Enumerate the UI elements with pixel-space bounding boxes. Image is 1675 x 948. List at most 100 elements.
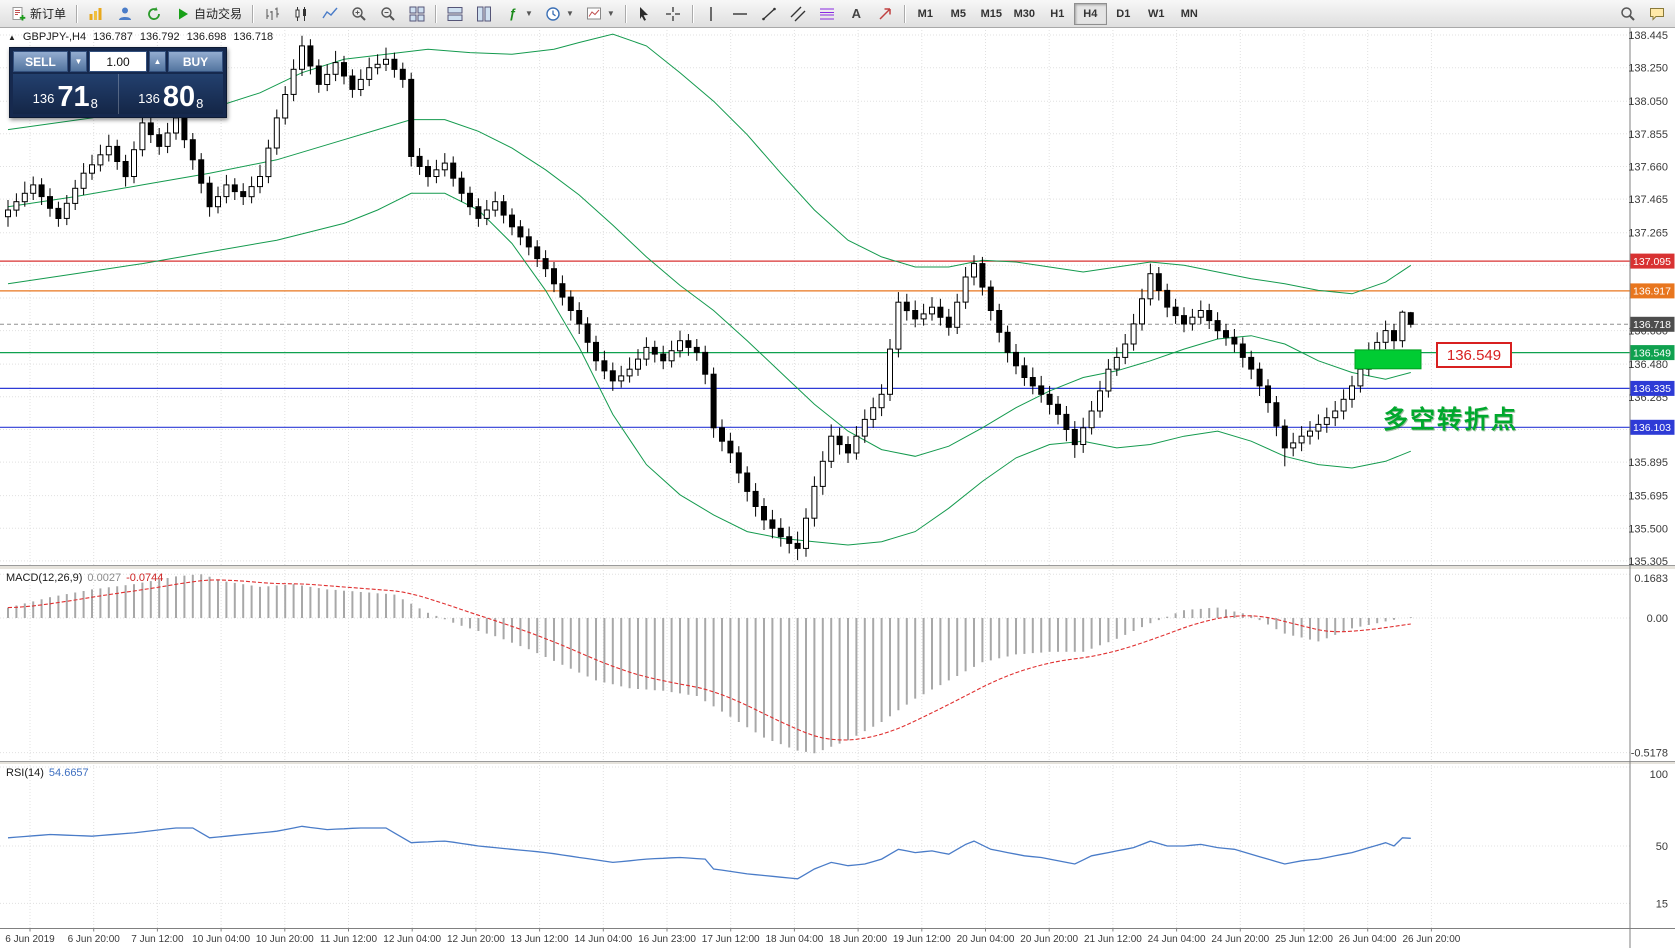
svg-text:135.500: 135.500: [1628, 523, 1668, 535]
zoom-in-icon: [350, 5, 367, 22]
rsi-name: RSI(14): [6, 767, 44, 779]
svg-text:20 Jun 20:00: 20 Jun 20:00: [1020, 934, 1078, 945]
sell-price-pips: 71: [57, 81, 90, 114]
turning-point-zone[interactable]: [1354, 349, 1422, 370]
candle-chart-button[interactable]: [287, 2, 314, 26]
candlestick-series: [5, 35, 1414, 561]
horizontal-line-tool-button[interactable]: [727, 2, 754, 26]
symbol-info: ▲ GBPJPY-,H4 136.787 136.792 136.698 136…: [8, 31, 273, 43]
tab-timeframe-mn[interactable]: MN: [1180, 7, 1198, 20]
buy-price-display[interactable]: 136 80 8: [117, 74, 224, 114]
autotrade-play-icon: [174, 5, 191, 22]
macd-pane: [7, 574, 1412, 754]
annotations[interactable]: [1354, 349, 1422, 370]
volume-input[interactable]: 1.00: [89, 51, 147, 72]
svg-text:6 Jun 2019: 6 Jun 2019: [5, 934, 55, 945]
tab-timeframe-d1[interactable]: D1: [1116, 7, 1131, 20]
refresh-button[interactable]: [140, 2, 167, 26]
ohlc-open: 136.787: [93, 31, 133, 43]
tab-timeframe-h1[interactable]: H1: [1050, 7, 1065, 20]
arrange-vertical-button[interactable]: [470, 2, 497, 26]
svg-text:12 Jun 04:00: 12 Jun 04:00: [383, 934, 441, 945]
svg-text:137.095: 137.095: [1633, 256, 1671, 268]
svg-text:13 Jun 12:00: 13 Jun 12:00: [511, 934, 569, 945]
chat-button[interactable]: [1643, 2, 1670, 26]
bar-chart-button[interactable]: [258, 2, 285, 26]
tab-timeframe-m30[interactable]: M30: [1013, 7, 1035, 20]
fibonacci-tool-button[interactable]: [814, 2, 841, 26]
zoom-in-button[interactable]: [345, 2, 372, 26]
svg-text:18 Jun 04:00: 18 Jun 04:00: [765, 934, 823, 945]
svg-text:7 Jun 12:00: 7 Jun 12:00: [131, 934, 184, 945]
new-chart-button[interactable]: [82, 2, 109, 26]
symbol-title: GBPJPY-,H4: [22, 31, 87, 43]
svg-text:136.549: 136.549: [1633, 347, 1671, 359]
arrange-horizontal-button[interactable]: [441, 2, 468, 26]
channel-icon: [790, 5, 807, 22]
ohlc-high: 136.792: [139, 31, 180, 43]
tab-timeframe-m1[interactable]: M1: [917, 7, 933, 20]
svg-text:50: 50: [1656, 841, 1668, 853]
search-button[interactable]: [1614, 2, 1641, 26]
tile-windows-button[interactable]: [403, 2, 430, 26]
arrow-icon: [877, 5, 894, 22]
crosshair-tool-button[interactable]: [660, 2, 687, 26]
svg-text:12 Jun 20:00: 12 Jun 20:00: [447, 934, 505, 945]
svg-text:26 Jun 20:00: 26 Jun 20:00: [1402, 934, 1460, 945]
indicators-button[interactable]: ƒ ▼: [499, 2, 538, 26]
svg-text:15: 15: [1656, 898, 1668, 910]
sell-button[interactable]: SELL: [13, 51, 68, 72]
arrange-vertical-icon: [475, 5, 492, 22]
text-icon: A: [851, 6, 861, 21]
new-order-button[interactable]: 新订单: [5, 2, 71, 26]
trendline-tool-button[interactable]: [756, 2, 783, 26]
line-chart-button[interactable]: [316, 2, 343, 26]
refresh-icon: [145, 5, 162, 22]
text-tool-button[interactable]: A: [843, 2, 870, 26]
candle-chart-icon: [292, 5, 309, 22]
svg-text:137.465: 137.465: [1628, 194, 1668, 206]
profile-icon: [116, 5, 133, 22]
vertical-line-tool-button[interactable]: [698, 2, 725, 26]
turning-point-label[interactable]: 多空转折点: [1383, 406, 1519, 434]
channel-tool-button[interactable]: [785, 2, 812, 26]
templates-button[interactable]: ▼: [581, 2, 620, 26]
line-chart-icon: [321, 5, 338, 22]
svg-text:137.265: 137.265: [1628, 228, 1668, 240]
tab-timeframe-m5[interactable]: M5: [950, 7, 966, 20]
cursor-tool-button[interactable]: [631, 2, 658, 26]
volume-step-up-button[interactable]: ▲: [149, 51, 166, 72]
price-axis[interactable]: 138.445 138.250 138.050 137.855 137.660 137.4…: [1628, 27, 1675, 948]
time-axis[interactable]: 6 Jun 2019 6 Jun 20:00 7 Jun 12:00 10 Jun 0…: [0, 928, 1675, 945]
sell-price-display[interactable]: 136 71 8: [13, 74, 118, 114]
cursor-icon: [636, 5, 653, 22]
new-order-icon: [10, 5, 27, 22]
svg-text:24 Jun 04:00: 24 Jun 04:00: [1148, 934, 1206, 945]
svg-text:21 Jun 12:00: 21 Jun 12:00: [1084, 934, 1142, 945]
indicators-icon: ƒ: [508, 6, 517, 21]
arrows-tool-button[interactable]: [872, 2, 899, 26]
zoom-out-button[interactable]: [374, 2, 401, 26]
rsi-pane: [7, 825, 1411, 880]
svg-text:138.250: 138.250: [1628, 63, 1668, 75]
svg-text:137.855: 137.855: [1628, 129, 1668, 141]
chart-grid: [0, 27, 1630, 928]
one-click-trade-panel: SELL ▼ 1.00 ▲ BUY 136 71 8 136 80 8: [9, 47, 227, 118]
svg-text:-0.5178: -0.5178: [1631, 748, 1668, 760]
tab-timeframe-w1[interactable]: W1: [1148, 7, 1165, 20]
new-chart-icon: [87, 5, 104, 22]
volume-dropdown-button[interactable]: ▼: [70, 51, 87, 72]
tab-timeframe-h4[interactable]: H4: [1073, 2, 1107, 25]
support-price-callout[interactable]: 136.549: [1436, 342, 1512, 368]
tab-timeframe-m15[interactable]: M15: [980, 7, 1002, 20]
search-icon: [1619, 5, 1636, 22]
profiles-button[interactable]: [111, 2, 138, 26]
periods-button[interactable]: ▼: [540, 2, 579, 26]
buy-button[interactable]: BUY: [168, 51, 223, 72]
auto-trading-button[interactable]: 自动交易: [169, 2, 247, 26]
rsi-header: RSI(14) 54.6657: [6, 767, 89, 779]
svg-text:100: 100: [1650, 769, 1668, 781]
svg-text:18 Jun 20:00: 18 Jun 20:00: [829, 934, 887, 945]
panel-toggle-icon[interactable]: ▲: [8, 32, 16, 42]
